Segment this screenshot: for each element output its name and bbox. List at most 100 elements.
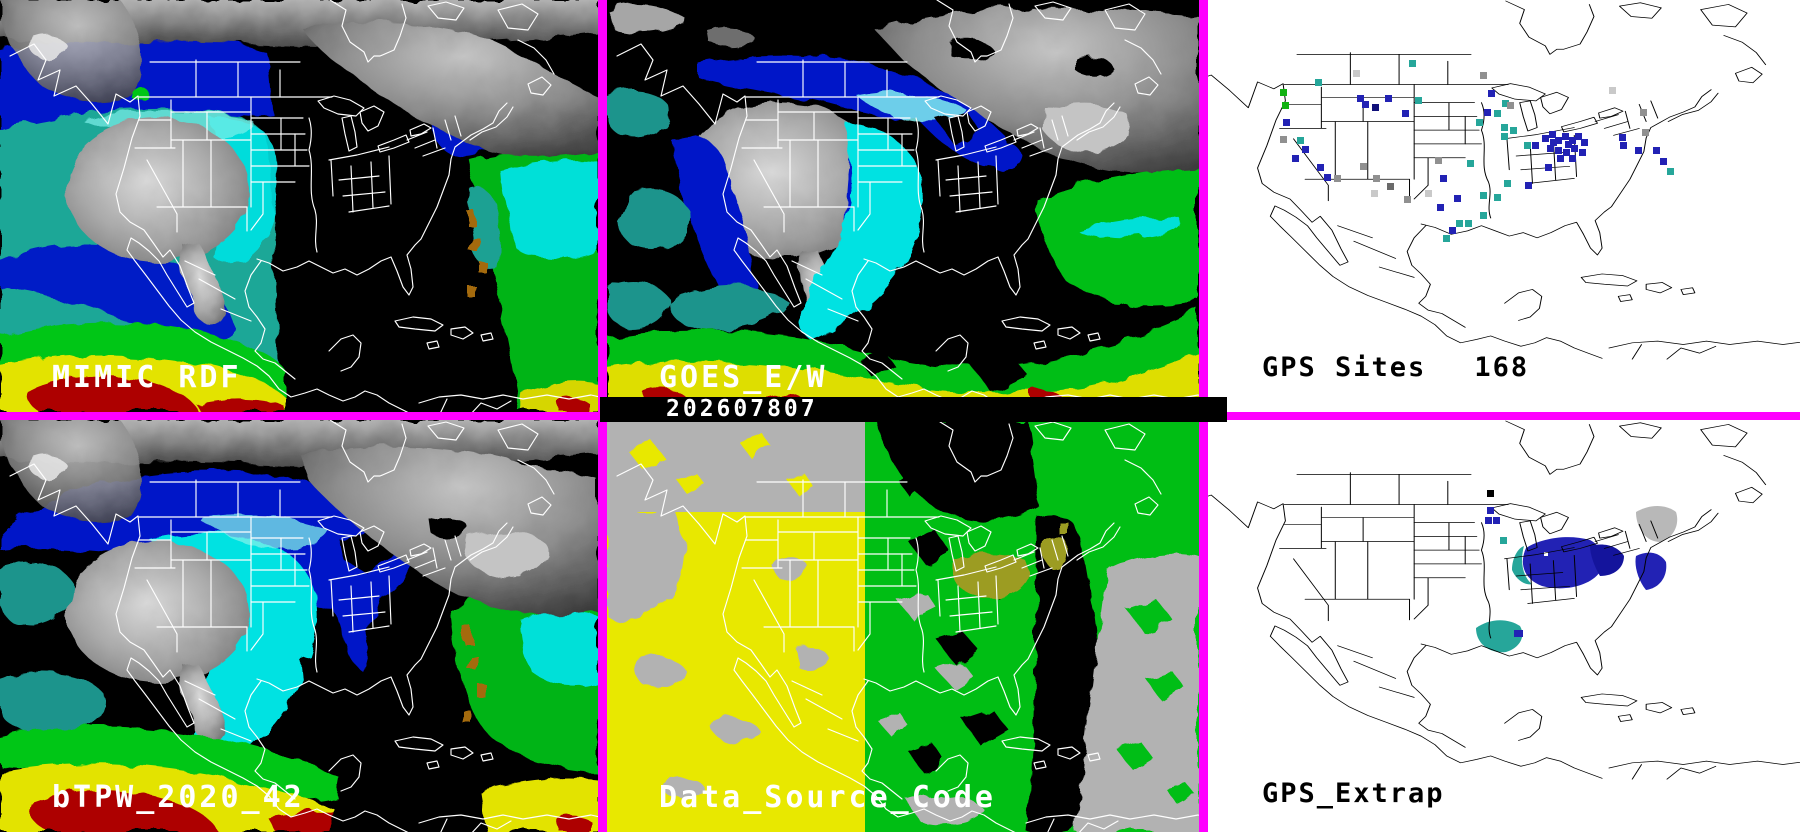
gps-dot: [1550, 139, 1557, 146]
panel-label-mimic: MIMIC RDF: [52, 360, 242, 395]
gps-dot: [1476, 119, 1483, 126]
gps-sites-map: [1208, 0, 1800, 412]
gps-dot: [1282, 102, 1289, 109]
gps-dot: [1353, 70, 1360, 77]
gps-dot: [1297, 137, 1304, 144]
panel-label-dsc: Data_Source_Code: [659, 780, 996, 815]
gps-dot: [1619, 134, 1626, 141]
gps-dot: [1484, 109, 1491, 116]
gps-dot: [1372, 104, 1379, 111]
gps-dot: [1357, 95, 1364, 102]
gps-dot: [1402, 110, 1409, 117]
panel-label-goes: GOES_E/W: [659, 360, 828, 395]
gps-dot: [1620, 142, 1627, 149]
panel-mimic-rdf: MIMIC RDF: [0, 0, 598, 412]
gps-dot: [1437, 204, 1444, 211]
gps-dot: [1480, 72, 1487, 79]
gps-dot: [1545, 164, 1552, 171]
gps-dot: [1562, 133, 1569, 140]
gps-dot: [1280, 136, 1287, 143]
gps-dot: [1456, 220, 1463, 227]
gps-dot: [1292, 155, 1299, 162]
gps-dot: [1324, 174, 1331, 181]
gps-dot: [1465, 220, 1472, 227]
gps-dot: [1280, 89, 1287, 96]
gps-dot: [1317, 164, 1324, 171]
panel-goes-ew: GOES_E/W: [607, 0, 1199, 412]
gps-sites-count: 168: [1474, 352, 1530, 383]
btpw-satellite-image: [0, 420, 598, 832]
gps-dot: [1487, 507, 1494, 514]
gps-dot: [1547, 145, 1554, 152]
gps-dot: [1532, 142, 1539, 149]
gps-dot: [1435, 157, 1442, 164]
gps-dot: [1579, 149, 1586, 156]
gps-dot: [1454, 195, 1461, 202]
panel-gps-extrap: GPS_Extrap: [1208, 420, 1800, 832]
gps-dot: [1575, 133, 1582, 140]
timestamp-bar: 202607807: [600, 397, 1227, 422]
gps-dot: [1283, 119, 1290, 126]
gps-dot: [1555, 147, 1562, 154]
gps-dot: [1660, 158, 1667, 165]
gps-extrap-marks: [1208, 420, 1800, 832]
panel-label-gps-sites: GPS Sites 168: [1262, 352, 1529, 383]
gps-dot: [1494, 110, 1501, 117]
gps-dot: [1501, 124, 1508, 131]
gps-dot: [1494, 194, 1501, 201]
gps-dot: [1493, 517, 1500, 524]
gps-dot: [1425, 190, 1432, 197]
data-source-code-image: [607, 420, 1199, 832]
gps-dot: [1502, 100, 1509, 107]
gps-dot: [1565, 141, 1572, 148]
panel-label-gps-extrap: GPS_Extrap: [1262, 778, 1445, 809]
gps-dot: [1371, 190, 1378, 197]
gps-dot: [1488, 90, 1495, 97]
gps-dot: [1373, 175, 1380, 182]
gps-dot: [1581, 139, 1588, 146]
gps-dot: [1334, 175, 1341, 182]
gps-dot: [1302, 146, 1309, 153]
panel-gps-sites: GPS Sites 168: [1208, 0, 1800, 412]
gps-dot: [1449, 227, 1456, 234]
gps-dot: [1640, 109, 1647, 116]
gps-dot: [1385, 95, 1392, 102]
gps-dot: [1555, 137, 1562, 144]
gps-dot: [1569, 137, 1576, 144]
gps-dot: [1667, 168, 1674, 175]
gps-dot: [1524, 142, 1531, 149]
gps-dot: [1563, 149, 1570, 156]
panel-btpw: bTPW_2020_42: [0, 420, 598, 832]
gps-extrap-region-blobs: [1476, 506, 1678, 653]
gps-dot: [1487, 490, 1494, 497]
panel-label-btpw: bTPW_2020_42: [52, 780, 305, 815]
gps-dot: [1480, 192, 1487, 199]
gps-dot: [1404, 196, 1411, 203]
gps-dot: [1467, 160, 1474, 167]
gps-dot: [1480, 212, 1487, 219]
gps-dot: [1501, 133, 1508, 140]
gps-dot: [1440, 175, 1447, 182]
timestamp-text: 202607807: [666, 396, 818, 422]
gps-dot: [1510, 127, 1517, 134]
gps-dot: [1549, 131, 1556, 138]
gps-sites-dots: [1208, 0, 1800, 412]
gps-dot: [1609, 87, 1616, 94]
gps-dot: [1409, 60, 1416, 67]
gps-dot: [1571, 145, 1578, 152]
gps-dot: [1542, 135, 1549, 142]
mimic-rdf-satellite-image: [0, 0, 598, 412]
gps-dot: [1443, 235, 1450, 242]
gps-dot: [1504, 180, 1511, 187]
gps-sites-title: GPS Sites: [1262, 352, 1427, 383]
gps-dot: [1635, 147, 1642, 154]
goes-ew-satellite-image: [607, 0, 1199, 412]
gps-dot: [1362, 101, 1369, 108]
gps-dot: [1507, 102, 1514, 109]
gps-dot: [1360, 163, 1367, 170]
gps-dot: [1387, 183, 1394, 190]
gps-dot: [1485, 517, 1492, 524]
gps-dot: [1315, 79, 1322, 86]
gps-dot: [1653, 147, 1660, 154]
